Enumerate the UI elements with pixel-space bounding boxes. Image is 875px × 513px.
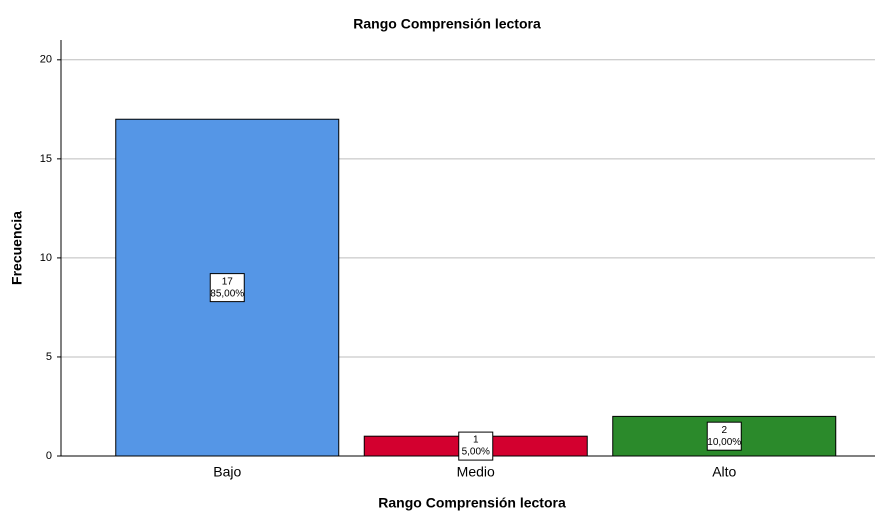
y-tick-label: 20 [40, 54, 52, 66]
x-tick-label: Medio [457, 464, 495, 480]
y-tick-label: 5 [46, 351, 52, 363]
data-label-box [458, 431, 494, 461]
y-tick-label: 10 [40, 252, 52, 264]
y-tick-label: 0 [46, 450, 52, 462]
percentage-label: 5,00% [462, 447, 490, 458]
data-label-box [706, 421, 742, 451]
y-tick-label: 15 [40, 153, 52, 165]
chart-title: Rango Comprensión lectora [353, 16, 541, 32]
data-label: 2 [721, 425, 727, 436]
data-label: 17 [222, 276, 234, 287]
x-axis-label: Rango Comprensión lectora [378, 495, 566, 511]
percentage-label: 85,00% [210, 288, 244, 299]
data-label-box [209, 273, 245, 303]
data-label: 1 [473, 435, 479, 446]
x-tick-label: Bajo [213, 464, 241, 480]
percentage-label: 10,00% [707, 437, 741, 448]
x-tick-label: Alto [712, 464, 736, 480]
y-axis-label: Frecuencia [9, 211, 25, 285]
